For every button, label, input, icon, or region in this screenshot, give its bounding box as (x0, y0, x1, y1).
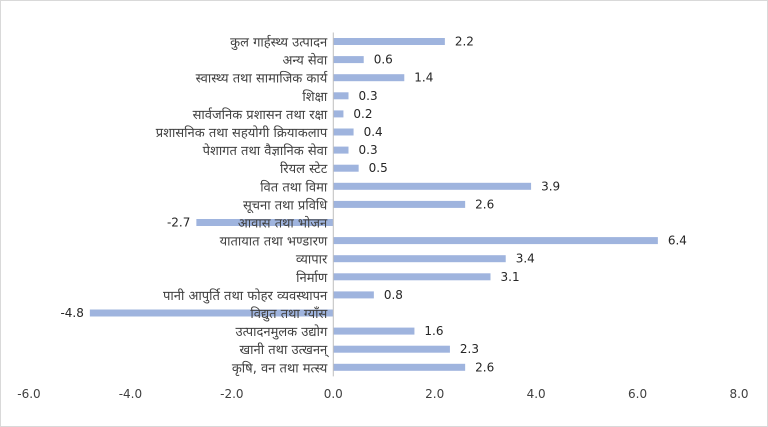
x-tick-label: 2.0 (425, 387, 444, 401)
category-label: सार्वजनिक प्रशासन तथा रक्षा (193, 107, 328, 123)
category-labels-group: कुल गार्हस्थ्य उत्पादन अन्य सेवा स्वास्थ्य… (156, 35, 330, 377)
bar (333, 56, 364, 64)
category-label: विद्युत तथा ग्याँस (250, 306, 327, 322)
x-tick-label: 8.0 (729, 387, 748, 401)
category-label: रियल स्टेट (280, 161, 328, 177)
bar (333, 164, 359, 172)
category-label: पेशागत तथा वैज्ञानिक सेवा (203, 143, 328, 159)
data-label: 6.4 (668, 234, 687, 248)
category-label: कृषि, वन तथा मत्स्य (232, 360, 328, 376)
bar (333, 237, 658, 245)
data-label: 2.3 (460, 342, 479, 356)
bar (333, 200, 466, 208)
data-label: 2.2 (455, 35, 474, 49)
bar (333, 38, 445, 45)
bar (333, 255, 506, 263)
x-tick-label: 0.0 (324, 387, 343, 401)
data-label: 0.4 (364, 125, 383, 139)
data-label: -4.8 (60, 306, 83, 320)
bar (333, 273, 491, 281)
data-label: 0.6 (374, 53, 393, 67)
x-axis-ticks-group: -6.0 -4.0 -2.0 0.0 2.0 4.0 6.0 8.0 (17, 387, 748, 401)
category-label: उत्पादनमुलक उद्योग (235, 324, 327, 340)
data-label: 2.6 (475, 360, 494, 374)
x-tick-label: -2.0 (220, 387, 243, 401)
data-label: 0.8 (384, 288, 403, 302)
bar (333, 363, 466, 371)
category-label: आवास तथा भोजन (238, 216, 328, 232)
category-label: वित तथा विमा (260, 179, 328, 195)
data-label: 3.9 (541, 179, 560, 193)
bar (333, 92, 349, 100)
category-label: प्रशासनिक तथा सहयोगी क्रियाकलाप (156, 125, 328, 141)
value-labels-group: 2.2 0.6 1.4 0.3 0.2 0.4 0.3 0.5 3.9 2.6 -2.7 6.4 3.4… (60, 35, 687, 375)
x-tick-label: 6.0 (628, 387, 647, 401)
bar (333, 327, 415, 335)
data-label: 0.5 (369, 161, 388, 175)
category-label: खानी तथा उत्खनन् (240, 342, 330, 358)
bar (333, 345, 450, 353)
bar (333, 182, 532, 190)
data-label: 3.1 (501, 270, 520, 284)
data-label: 3.4 (516, 252, 535, 266)
bar (333, 74, 405, 82)
category-label: व्यापार (296, 253, 328, 268)
category-label: यातायात तथा भण्डारण (220, 235, 328, 250)
category-label: स्वास्थ्य तथा सामाजिक कार्य (196, 71, 329, 87)
data-label: 0.2 (353, 107, 372, 121)
category-label: अन्य सेवा (282, 53, 327, 69)
x-tick-label: -4.0 (119, 387, 142, 401)
data-label: 0.3 (359, 89, 378, 103)
bar (333, 128, 354, 136)
data-label: 1.6 (424, 324, 443, 338)
category-label: निर्माण (296, 270, 328, 286)
x-tick-label: -6.0 (17, 387, 40, 401)
category-label: शिक्षा (302, 89, 328, 105)
category-label: कुल गार्हस्थ्य उत्पादन (230, 35, 328, 51)
bar (89, 309, 334, 317)
bar (333, 146, 349, 154)
x-tick-label: 4.0 (527, 387, 546, 401)
data-label: 1.4 (414, 71, 433, 85)
category-label: पानी आपुर्ति तथा फोहर व्यवस्थापन (163, 288, 328, 304)
data-label: -2.7 (167, 216, 190, 230)
bars-group (89, 38, 658, 371)
category-label: सूचना तथा प्रविधि (243, 197, 328, 213)
bar (333, 110, 344, 118)
bar (333, 291, 374, 299)
data-label: 0.3 (359, 143, 378, 157)
bar (196, 219, 334, 226)
data-label: 2.6 (475, 197, 494, 211)
